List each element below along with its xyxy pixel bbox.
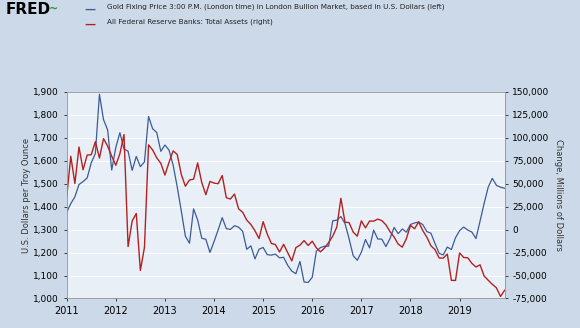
Text: Gold Fixing Price 3:00 P.M. (London time) in London Bullion Market, based in U.S: Gold Fixing Price 3:00 P.M. (London time… <box>107 3 445 10</box>
Text: —: — <box>84 20 95 30</box>
Text: FRED: FRED <box>6 2 51 17</box>
Text: All Federal Reserve Banks: Total Assets (right): All Federal Reserve Banks: Total Assets … <box>107 18 273 25</box>
Y-axis label: Change, Millions of Dollars: Change, Millions of Dollars <box>554 139 563 251</box>
Y-axis label: U.S. Dollars per Troy Ounce: U.S. Dollars per Troy Ounce <box>21 138 31 253</box>
Text: ~: ~ <box>49 3 59 13</box>
Text: —: — <box>84 5 95 15</box>
